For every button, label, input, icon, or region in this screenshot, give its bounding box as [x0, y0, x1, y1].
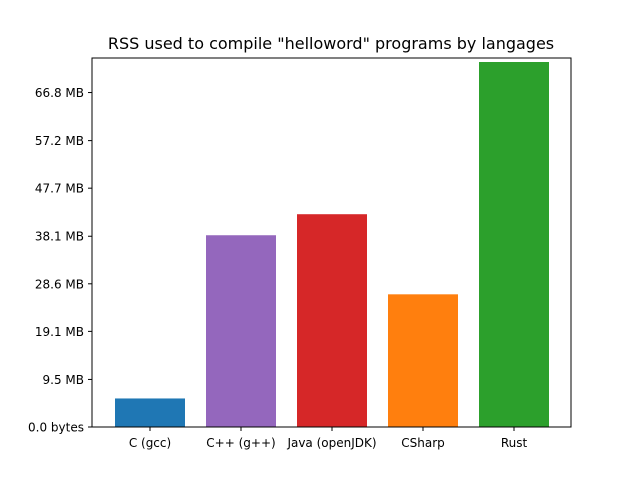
bar-rust: [478, 61, 550, 428]
y-tick-label: 28.6 MB: [35, 277, 84, 291]
bar-c-g: [205, 234, 277, 428]
x-axis: C (gcc) C++ (g++) Java (openJDK) CSharp Rust: [129, 427, 528, 450]
y-tick-label: 57.2 MB: [35, 134, 84, 148]
y-tick-label: 66.8 MB: [35, 86, 84, 100]
x-tick-label: CSharp: [401, 436, 445, 450]
y-tick-label: 19.1 MB: [35, 325, 84, 339]
bar-csharp: [387, 293, 459, 428]
x-tick-label: Java (openJDK): [286, 436, 376, 450]
bar-c-gcc: [114, 397, 186, 428]
y-tick-label: 0.0 bytes: [28, 421, 84, 435]
chart-title: RSS used to compile "helloword" programs…: [108, 34, 554, 53]
y-tick-label: 9.5 MB: [43, 373, 84, 387]
bar-java-openjdk: [296, 213, 368, 428]
y-tick-label: 47.7 MB: [35, 182, 84, 196]
bars-group: [114, 61, 550, 428]
y-tick-label: 38.1 MB: [35, 230, 84, 244]
x-tick-label: C (gcc): [129, 436, 171, 450]
x-tick-label: Rust: [501, 436, 528, 450]
x-tick-label: C++ (g++): [206, 436, 275, 450]
y-axis: 0.0 bytes 9.5 MB 19.1 MB 28.6 MB 38.1 MB 47.7…: [28, 86, 92, 435]
